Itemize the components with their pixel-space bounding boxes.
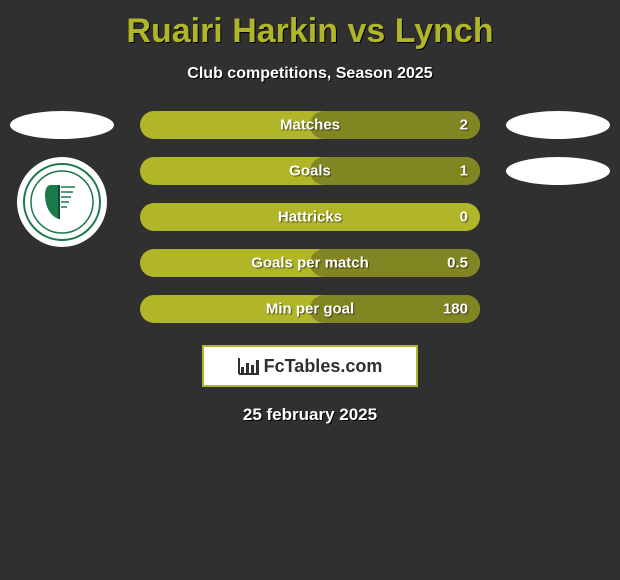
stat-bar-label: Matches (280, 117, 340, 134)
stat-bar-label: Hattricks (278, 209, 342, 226)
finn-harps-crest-icon (23, 163, 101, 241)
right-player-oval-1 (506, 111, 610, 139)
stat-bar: Goals 1 (140, 157, 480, 185)
stat-bar-right-fill (310, 157, 480, 185)
stat-bar-label: Goals per match (251, 255, 369, 272)
stat-bar: Matches 2 (140, 111, 480, 139)
source-label: FcTables.com (264, 356, 383, 377)
stat-bar: Goals per match 0.5 (140, 249, 480, 277)
source-box: FcTables.com (202, 345, 418, 387)
date-label: 25 february 2025 (0, 405, 620, 425)
stat-bar-right-value: 0 (460, 209, 468, 226)
left-player-crest (17, 157, 107, 247)
left-player-column (2, 111, 122, 247)
left-player-oval (10, 111, 114, 139)
comparison-content: Matches 2 Goals 1 Hattricks 0 Goals per match 0… (0, 111, 620, 323)
page-subtitle: Club competitions, Season 2025 (0, 65, 620, 83)
stat-bar-right-value: 0.5 (447, 255, 468, 272)
right-player-oval-2 (506, 157, 610, 185)
stat-bar-right-value: 2 (460, 117, 468, 134)
right-player-column (498, 111, 618, 185)
stat-bars: Matches 2 Goals 1 Hattricks 0 Goals per match 0… (140, 111, 480, 323)
bar-chart-icon (238, 357, 260, 375)
stat-bar-right-value: 1 (460, 163, 468, 180)
stat-bar-right-value: 180 (443, 301, 468, 318)
page-title: Ruairi Harkin vs Lynch (0, 0, 620, 51)
stat-bar-label: Goals (289, 163, 331, 180)
stat-bar: Hattricks 0 (140, 203, 480, 231)
stat-bar-label: Min per goal (266, 301, 354, 318)
stat-bar: Min per goal 180 (140, 295, 480, 323)
